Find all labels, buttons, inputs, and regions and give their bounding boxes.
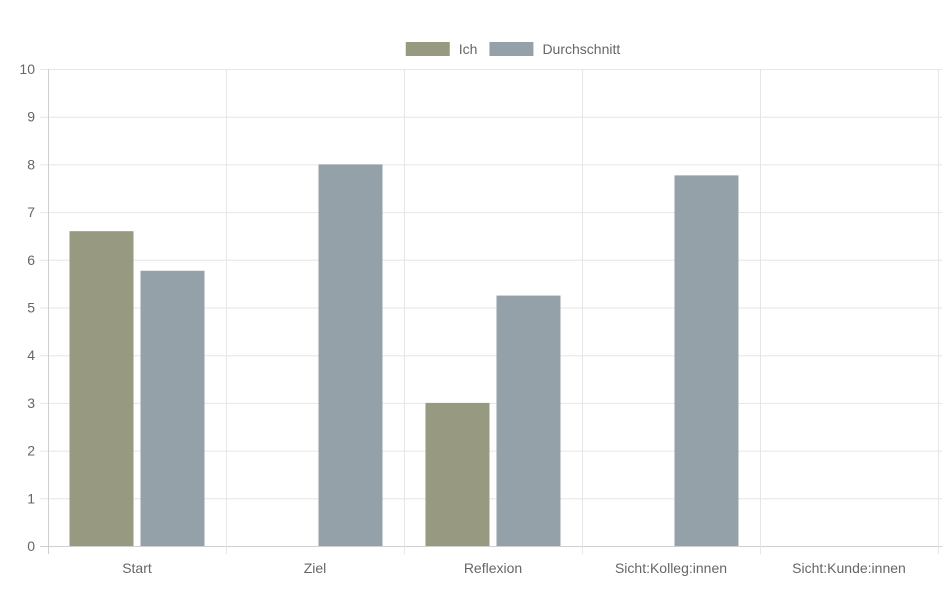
axis-layer: 0 1 2 3 4 5 6 7 8 9 10 Start Ziel Reflexion Sicht:Koll… — [19, 61, 905, 576]
legend-item-durchschnitt[interactable]: Durchschnitt — [489, 41, 620, 57]
y-tick-label: 2 — [27, 443, 35, 459]
bar-ich-2[interactable] — [425, 402, 490, 546]
y-tick-label: 6 — [27, 252, 35, 268]
bar-durchschnitt-2[interactable] — [496, 295, 561, 546]
y-tick-label: 4 — [27, 347, 35, 363]
x-tick-label: Reflexion — [464, 560, 522, 576]
x-tick-label: Ziel — [304, 560, 327, 576]
legend-label: Durchschnitt — [542, 41, 620, 57]
bar-durchschnitt-0[interactable] — [140, 270, 205, 546]
y-tick-label: 8 — [27, 156, 35, 172]
legend-swatch — [489, 42, 534, 56]
bar-durchschnitt-1[interactable] — [318, 164, 383, 546]
bar-durchschnitt-3[interactable] — [674, 175, 739, 546]
y-tick-label: 5 — [27, 300, 35, 316]
bar-layer — [69, 164, 739, 546]
x-tick-label: Sicht:Kolleg:innen — [615, 560, 727, 576]
y-tick-label: 3 — [27, 395, 35, 411]
y-tick-label: 10 — [19, 61, 35, 77]
y-tick-label: 9 — [27, 109, 35, 125]
y-tick-label: 1 — [27, 490, 35, 506]
legend-swatch — [405, 42, 450, 56]
legend[interactable]: Ich Durchschnitt — [405, 41, 621, 57]
bar-ich-0[interactable] — [69, 231, 134, 546]
x-tick-label: Start — [122, 560, 152, 576]
legend-item-ich[interactable]: Ich — [405, 41, 478, 57]
y-tick-label: 7 — [27, 204, 35, 220]
y-tick-label: 0 — [27, 538, 35, 554]
legend-label: Ich — [459, 41, 478, 57]
x-tick-label: Sicht:Kunde:innen — [792, 560, 906, 576]
